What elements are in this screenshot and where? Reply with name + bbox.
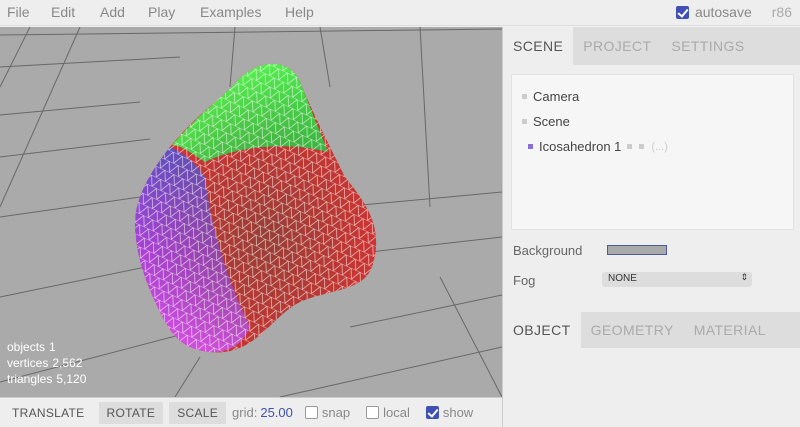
local-checkbox[interactable]: [366, 406, 380, 419]
object-bullet-icon: [522, 94, 527, 99]
rotate-button[interactable]: ROTATE: [98, 401, 164, 424]
outliner-item-extras: (...): [627, 141, 668, 153]
object-bullet-icon: [522, 119, 527, 124]
objects-label: objects: [7, 340, 46, 354]
grid-input[interactable]: 25.00: [260, 405, 293, 420]
triangles-label: triangles: [7, 372, 53, 386]
outliner-item-scene[interactable]: Scene: [522, 114, 570, 129]
menubar-right: autosave r86: [675, 4, 792, 20]
vertices-label: vertices: [7, 356, 49, 370]
menu-file[interactable]: File: [7, 4, 30, 20]
fog-label: Fog: [513, 273, 536, 288]
tab-project[interactable]: PROJECT: [583, 38, 652, 54]
tab-settings[interactable]: SETTINGS: [671, 38, 745, 54]
background-label: Background: [513, 243, 583, 258]
translate-button[interactable]: TRANSLATE: [4, 401, 93, 424]
menu-edit[interactable]: Edit: [51, 4, 76, 20]
tab-scene[interactable]: SCENE: [503, 27, 574, 65]
viewport-canvas: [0, 27, 502, 397]
grid-label: grid:: [232, 405, 258, 420]
autosave-label: autosave: [694, 4, 752, 20]
toolbar: TRANSLATE ROTATE SCALE grid: 25.00 snap …: [0, 397, 502, 427]
geometry-bullet-icon: [627, 144, 633, 149]
outliner-item-camera[interactable]: Camera: [522, 89, 579, 104]
icosahedron-mesh: [135, 63, 377, 353]
outliner-item-more: (...): [651, 140, 668, 153]
outliner-item-label: Camera: [533, 89, 580, 104]
mesh-bullet-icon: [528, 144, 533, 149]
show-checkbox[interactable]: [425, 406, 439, 419]
vertices-value: 2,562: [52, 356, 83, 370]
fog-select-value: NONE: [608, 273, 637, 284]
sidebar: SCENE PROJECT SETTINGS Camera Scene Icos…: [502, 27, 800, 427]
triangles-value: 5,120: [56, 372, 87, 386]
menu-examples[interactable]: Examples: [200, 4, 262, 20]
outliner-item-icosahedron[interactable]: Icosahedron 1 (...): [528, 139, 668, 154]
snap-label: snap: [321, 405, 351, 420]
version-label: r86: [771, 4, 792, 20]
properties-tabs: OBJECT GEOMETRY MATERIAL: [503, 312, 800, 348]
outliner-item-label: Icosahedron 1: [539, 139, 622, 154]
scale-button[interactable]: SCALE: [169, 401, 227, 424]
autosave-checkbox[interactable]: [675, 5, 689, 19]
local-label: local: [383, 405, 410, 420]
snap-checkbox[interactable]: [304, 406, 318, 419]
tab-geometry[interactable]: GEOMETRY: [590, 322, 674, 338]
show-label: show: [442, 405, 474, 420]
tab-material[interactable]: MATERIAL: [693, 322, 766, 338]
outliner-item-label: Scene: [533, 114, 570, 129]
grid-lines: [0, 27, 502, 397]
background-color-swatch[interactable]: [607, 245, 667, 255]
menu-play[interactable]: Play: [148, 4, 176, 20]
tab-object[interactable]: OBJECT: [503, 312, 581, 348]
menu-help[interactable]: Help: [285, 4, 314, 20]
sidebar-tabs: SCENE PROJECT SETTINGS: [503, 27, 800, 65]
material-bullet-icon: [639, 144, 645, 149]
fog-select[interactable]: NONE ⇕: [602, 272, 752, 287]
viewport[interactable]: objects 1 vertices 2,562 triangles 5,120: [0, 27, 502, 397]
select-arrows-icon: ⇕: [740, 272, 748, 282]
outliner[interactable]: Camera Scene Icosahedron 1 (...): [511, 74, 794, 230]
objects-value: 1: [49, 340, 56, 354]
menubar: File Edit Add Play Examples Help autosav…: [0, 0, 800, 26]
menu-add[interactable]: Add: [100, 4, 125, 20]
scene-info: objects 1 vertices 2,562 triangles 5,120: [7, 339, 90, 387]
